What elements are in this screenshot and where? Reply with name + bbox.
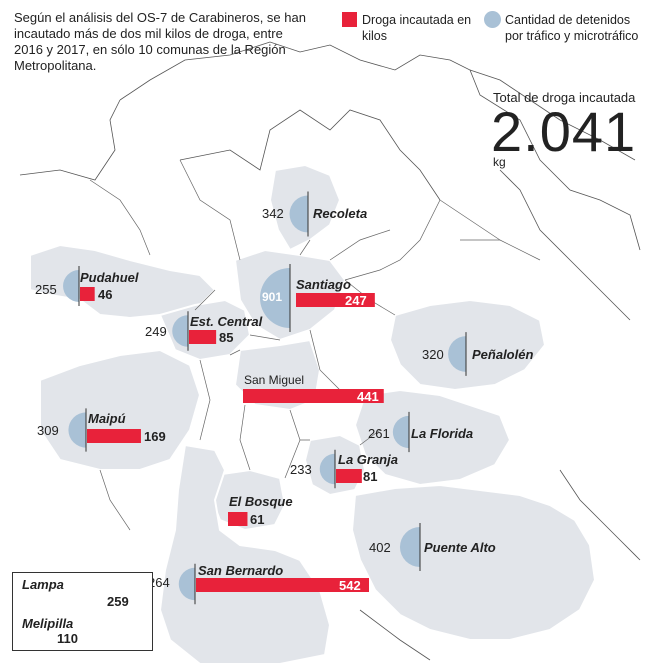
legend-detainees-swatch xyxy=(484,11,501,28)
san-bernardo-name: San Bernardo xyxy=(198,563,284,578)
penalolen-detainees: 320 xyxy=(422,347,444,362)
detainee-semicircles xyxy=(63,191,467,605)
la-florida-detainees: 261 xyxy=(368,426,390,441)
melipilla-drug-value: 110 xyxy=(57,631,78,646)
santiago-detainees-semicircle xyxy=(260,268,290,328)
region-san-bernardo xyxy=(158,443,332,664)
pudahuel-detainees-semicircle xyxy=(63,270,79,302)
est-central-name: Est. Central xyxy=(190,314,263,329)
recoleta-name: Recoleta xyxy=(313,206,368,221)
la-granja-drug-value: 81 xyxy=(363,469,378,484)
la-granja-drug-bar xyxy=(336,469,362,483)
northeast-outline xyxy=(469,69,636,161)
est-central-drug-value: 85 xyxy=(219,330,234,345)
southeast-outline xyxy=(559,469,641,561)
puente-alto-detainees-semicircle xyxy=(399,526,420,568)
commune-borders xyxy=(89,159,541,531)
san-bernardo-drug-value: 542 xyxy=(339,578,361,593)
la-granja-detainees: 233 xyxy=(290,462,312,477)
drug-bars xyxy=(80,287,384,592)
el-bosque-name: El Bosque xyxy=(229,494,293,509)
maipu-detainees: 309 xyxy=(37,423,59,438)
san-miguel-drug-value: 441 xyxy=(357,389,379,404)
la-florida-detainees-semicircle xyxy=(392,415,409,449)
maip-detainees-semicircle xyxy=(68,412,86,448)
puente-alto-detainees: 402 xyxy=(369,540,391,555)
north-outline xyxy=(119,41,641,251)
la-florida-name: La Florida xyxy=(411,426,474,441)
total-label: Total de droga incautada xyxy=(493,90,636,105)
santiago-detainees: 901 xyxy=(262,290,283,304)
legend-detainees-label: Cantidad de detenidos por tráfico y micr… xyxy=(505,13,639,43)
pudahuel-name: Pudahuel xyxy=(80,270,139,285)
east-outline xyxy=(499,169,631,321)
el-bosque-drug-bar xyxy=(228,512,248,526)
total-value: 2.041 xyxy=(491,100,637,163)
south-outline xyxy=(359,609,431,661)
pudahuel-detainees: 255 xyxy=(35,282,57,297)
san-bernardo-detainees: 264 xyxy=(148,575,170,590)
el-bosque-drug-value: 61 xyxy=(250,512,265,527)
intro-text: Según el análisis del OS-7 de Carabinero… xyxy=(14,10,306,73)
est-central-drug-bar xyxy=(189,330,217,344)
pe-alol-n-detainees-semicircle xyxy=(448,336,466,372)
la-granja-name: La Granja xyxy=(338,452,398,467)
legend-drug-swatch xyxy=(342,12,357,27)
outside-communes-box xyxy=(12,572,153,651)
san-bernardo-detainees-semicircle xyxy=(178,567,195,601)
maipu-name: Maipú xyxy=(88,411,126,426)
west-outline xyxy=(19,99,121,181)
santiago-drug-bar xyxy=(296,293,375,307)
legend-drug-label: Droga incautada en kilos xyxy=(362,13,472,43)
map-background xyxy=(19,41,641,661)
region-puente-alto xyxy=(350,483,597,641)
la-granja-detainees-semicircle xyxy=(319,453,335,485)
lampa-name: Lampa xyxy=(22,577,64,592)
santiago-drug-value: 247 xyxy=(345,293,367,308)
region-la-florida xyxy=(353,388,512,487)
est-central-detainees-semicircle xyxy=(172,315,188,347)
north-inner-outline xyxy=(179,109,441,201)
recoleta-detainees: 342 xyxy=(262,206,284,221)
puente-alto-name: Puente Alto xyxy=(424,540,496,555)
pudahuel-drug-value: 46 xyxy=(98,287,113,302)
penalolen-name: Peñalolén xyxy=(472,347,534,362)
total-unit: kg xyxy=(493,155,506,169)
region-penalolen xyxy=(388,298,547,392)
san-miguel-name: San Miguel xyxy=(244,373,305,387)
recoleta-detainees-semicircle xyxy=(289,195,308,233)
maipu-drug-value: 169 xyxy=(144,429,166,444)
pudahuel-drug-bar xyxy=(80,287,95,301)
est-central-detainees: 249 xyxy=(145,324,167,339)
san-bernardo-drug-bar xyxy=(196,578,369,592)
melipilla-name: Melipilla xyxy=(22,616,74,631)
lampa-drug-value: 259 xyxy=(107,594,129,609)
region-maipu xyxy=(39,348,202,471)
santiago-name: Santiago xyxy=(296,277,351,292)
san-miguel-drug-bar xyxy=(243,389,384,403)
maip-drug-bar xyxy=(87,429,141,443)
